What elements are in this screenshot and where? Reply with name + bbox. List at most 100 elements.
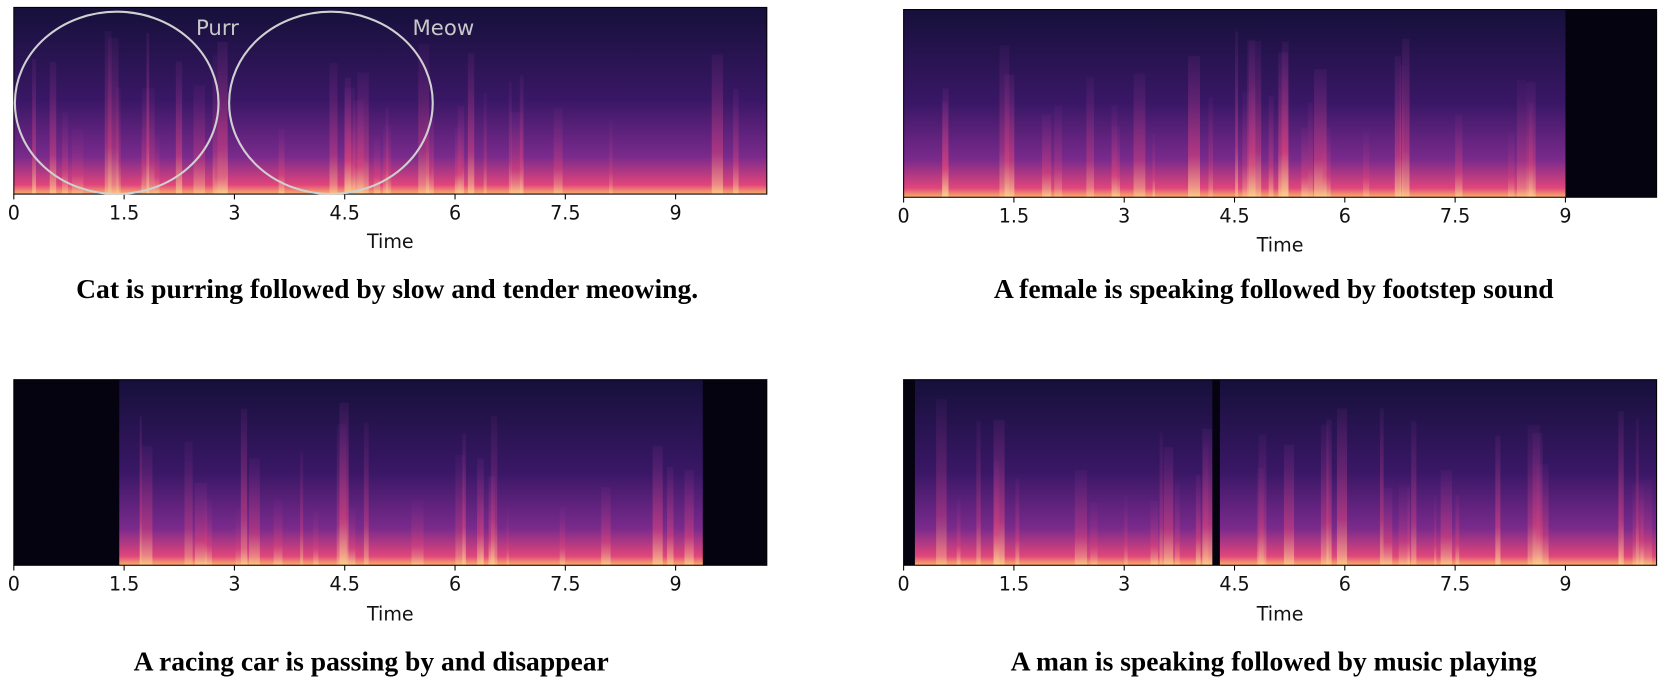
spectrogram-streak (1398, 485, 1411, 566)
spectrogram-streak (1301, 127, 1308, 198)
x-tick-label: 6 (449, 203, 461, 225)
spectrogram-streak (1174, 482, 1180, 566)
spectrogram-streak (411, 499, 424, 566)
spectrogram-streak (49, 61, 57, 195)
spectrogram-streak (1159, 433, 1163, 566)
spectrogram-streak (1495, 435, 1501, 566)
silence (903, 379, 915, 566)
x-tick-label: 7.5 (1440, 206, 1470, 228)
spectrogram-streak (956, 499, 961, 566)
annotation: Purr (196, 16, 239, 41)
spectrogram-streak (1363, 131, 1370, 198)
x-tick-label: 9 (1559, 206, 1571, 228)
spectrogram-image (13, 379, 767, 566)
spectrogram-streak (601, 487, 611, 566)
spectrogram-streak (1639, 480, 1652, 566)
x-tick-label: 9 (670, 203, 682, 225)
spectrogram-streak (353, 100, 364, 195)
spectrogram-streak (976, 420, 981, 566)
caption: A man is speaking followed by music play… (1011, 645, 1537, 676)
spectrogram-streak (1111, 126, 1121, 198)
caption: A racing car is passing by and disappear (134, 645, 609, 676)
spectrogram-streak (1268, 95, 1274, 198)
x-tick-label: 6 (1339, 574, 1351, 596)
spectrogram-streak (993, 461, 1000, 566)
spectrogram-streak (1074, 469, 1087, 566)
spectrogram-streak (999, 45, 1010, 198)
spectrogram-streak (1411, 420, 1417, 566)
spectrogram-streak (1133, 73, 1146, 198)
spectrogram-streak (1054, 105, 1063, 198)
spectrogram-streak (609, 119, 613, 195)
x-axis-label: Time (1256, 234, 1304, 256)
x-tick-label: 3 (1118, 206, 1130, 228)
spectrogram-streak (490, 415, 498, 566)
spectrogram-streak (1455, 494, 1460, 566)
spectrogram-panel: 0 1.5 3 4.5 6 7.5 9 Time A female is speaking fo… (898, 9, 1658, 304)
spectrogram-streak (1516, 80, 1526, 198)
x-axis-label: Time (1256, 603, 1304, 625)
x-tick-label: 0 (898, 574, 910, 596)
plot-frame (13, 379, 768, 566)
spectrogram-streak (108, 37, 119, 195)
spectrogram-streak (462, 433, 466, 566)
spectrogram-streak (455, 454, 465, 566)
spectrogram-streak (733, 88, 739, 195)
spectrogram-streak (1336, 408, 1348, 566)
spectrogram-streak (1402, 38, 1410, 198)
spectrogram-streak (1635, 417, 1639, 566)
x-tick-label: 9 (670, 574, 682, 596)
spectrogram-streak (942, 101, 948, 198)
spectrogram-streak (1235, 31, 1239, 198)
spectrogram-streak (278, 129, 285, 195)
spectrogram-streak (1399, 64, 1404, 198)
silence (702, 379, 767, 566)
spectrogram-streak (1525, 81, 1536, 198)
spectrogram-streak (344, 77, 351, 195)
x-axis-label: Time (366, 603, 414, 625)
spectrogram-streak (684, 469, 694, 566)
annotation-ellipse (13, 10, 220, 196)
spectrogram-streak (1242, 91, 1254, 198)
spectrogram-streak (240, 408, 248, 566)
x-tick-label: 6 (1339, 206, 1351, 228)
spectrogram-streak (506, 507, 509, 566)
x-tick-label: 0 (898, 206, 910, 228)
annotation: Meow (413, 16, 475, 41)
x-tick-label: 9 (1559, 574, 1571, 596)
spectrogram-streak (553, 108, 563, 195)
spectrogram-streak (363, 422, 369, 566)
spectrogram-streak (1618, 474, 1622, 566)
spectrogram-streak (454, 128, 462, 195)
spectrogram-streak (1015, 478, 1020, 566)
x-tick-label: 1.5 (999, 206, 1029, 228)
x-tick-label: 0 (8, 574, 20, 596)
spectrogram-streak (1042, 114, 1052, 198)
silence (13, 379, 120, 566)
x-tick-label: 1.5 (999, 574, 1029, 596)
x-tick-label: 4.5 (1219, 574, 1249, 596)
spectrogram-streak (483, 92, 487, 195)
spectrogram-streak (194, 482, 208, 566)
plot-frame (903, 379, 1658, 566)
spectrogram-streak (313, 509, 319, 566)
x-tick-label: 3 (228, 574, 240, 596)
spectrogram-streak (1163, 447, 1174, 566)
spectrogram-streak (214, 137, 227, 195)
spectrogram-streak (1283, 444, 1295, 566)
spectrogram-streak (1307, 102, 1313, 198)
x-tick-label: 3 (228, 203, 240, 225)
spectrogram-streak (1195, 474, 1201, 566)
spectrogram-streak (140, 128, 144, 195)
spectrogram-panel: 0 1.5 3 4.5 6 7.5 9 Time A man is speaking follo… (898, 379, 1658, 676)
x-tick-label: 7.5 (550, 203, 580, 225)
spectrogram-streak (1124, 496, 1128, 566)
x-tick-label: 1.5 (109, 574, 139, 596)
spectrogram-streak (1086, 76, 1095, 198)
spectrogram-streak (1188, 56, 1200, 198)
spectrogram-streak (184, 441, 193, 566)
spectrogram-panel: 0 1.5 3 4.5 6 7.5 9 Time A racing car is passing… (8, 379, 768, 676)
spectrogram-streak (1150, 500, 1159, 566)
x-tick-label: 3 (1118, 574, 1130, 596)
